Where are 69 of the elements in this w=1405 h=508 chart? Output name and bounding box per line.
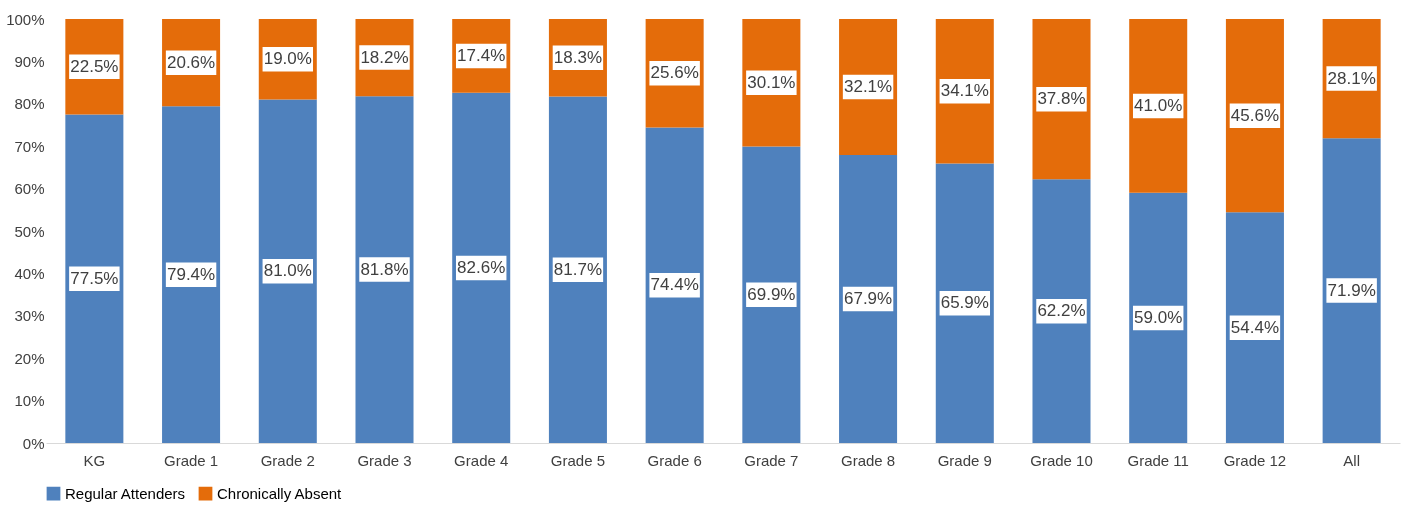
data-label: 28.1%: [1327, 68, 1376, 88]
y-tick-label: 0%: [22, 434, 45, 452]
data-label: 74.4%: [650, 275, 699, 295]
bar: [548, 96, 607, 443]
y-tick-label: 50%: [14, 222, 45, 240]
bar: [258, 99, 317, 443]
data-label: 69.9%: [747, 284, 796, 304]
x-tick-label: Grade 1: [163, 451, 219, 469]
data-label: 45.6%: [1230, 105, 1280, 125]
bar: [452, 92, 511, 443]
data-label: 81.7%: [553, 259, 603, 279]
data-label: 30.1%: [747, 72, 796, 92]
data-label: 62.2%: [1037, 301, 1086, 321]
x-tick-label: Grade 7: [744, 451, 799, 469]
y-tick-label: 60%: [14, 180, 45, 198]
data-label: 81.8%: [360, 259, 409, 279]
x-tick-label: Grade 11: [1127, 451, 1189, 469]
data-label: 18.2%: [360, 47, 409, 67]
data-label: 54.4%: [1230, 317, 1280, 337]
x-tick-label: Grade 4: [454, 451, 509, 469]
data-label: 22.5%: [70, 56, 119, 76]
x-tick-label: Grade 9: [937, 451, 992, 469]
x-tick-label: KG: [83, 451, 106, 469]
y-tick-label: 70%: [14, 137, 45, 155]
y-tick-label: 20%: [14, 349, 45, 367]
data-label: 41.0%: [1134, 95, 1183, 115]
data-label: 34.1%: [940, 81, 989, 101]
bar: [742, 146, 801, 443]
data-label: 37.8%: [1037, 89, 1086, 109]
data-label: 32.1%: [843, 77, 893, 97]
data-label: 18.3%: [553, 47, 603, 67]
x-tick-label: Grade 6: [647, 451, 702, 469]
bar: [65, 114, 124, 443]
x-tick-label: Grade 3: [357, 451, 412, 469]
x-tick-label: Grade 8: [840, 451, 896, 469]
x-tick-label: All: [1343, 451, 1360, 469]
y-tick-label: 100%: [6, 10, 45, 28]
x-tick-label: Grade 10: [1030, 451, 1093, 469]
data-label: 81.0%: [263, 261, 312, 281]
data-label: 82.6%: [457, 257, 506, 277]
bar: [1032, 179, 1091, 443]
data-label: 17.4%: [457, 45, 506, 65]
y-tick-label: 90%: [14, 52, 45, 70]
legend-label: Regular Attenders: [65, 484, 186, 502]
x-tick-label: Grade 5: [550, 451, 606, 469]
bar: [355, 96, 414, 443]
y-tick-label: 10%: [14, 392, 45, 410]
data-label: 79.4%: [166, 264, 216, 284]
x-tick-label: Grade 2: [260, 451, 315, 469]
data-label: 20.6%: [166, 52, 216, 72]
bar: [162, 106, 221, 443]
data-label: 77.5%: [70, 268, 119, 288]
data-label: 59.0%: [1134, 307, 1183, 327]
data-label: 65.9%: [940, 293, 989, 313]
bar: [1225, 212, 1284, 443]
x-tick-label: Grade 12: [1223, 451, 1287, 469]
y-tick-label: 80%: [14, 95, 45, 113]
bar: [935, 163, 994, 443]
bar: [839, 155, 898, 443]
bar: [1322, 138, 1381, 443]
data-label: 25.6%: [650, 63, 699, 83]
bar: [645, 127, 704, 443]
bar: [1129, 192, 1188, 443]
legend-label: Chronically Absent: [217, 484, 343, 502]
data-label: 67.9%: [843, 289, 893, 309]
data-label: 71.9%: [1327, 280, 1376, 300]
y-tick-label: 40%: [14, 264, 45, 282]
y-tick-label: 30%: [14, 307, 45, 325]
data-label: 19.0%: [263, 49, 312, 69]
